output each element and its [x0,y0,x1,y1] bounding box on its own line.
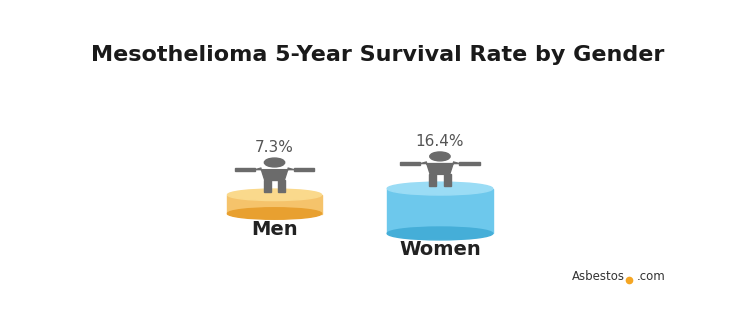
Circle shape [264,158,285,167]
Bar [387,189,492,234]
Bar [278,180,286,192]
Bar [235,168,255,171]
Text: Mesothelioma 5-Year Survival Rate by Gender: Mesothelioma 5-Year Survival Rate by Gen… [91,45,664,65]
Circle shape [430,152,450,161]
Ellipse shape [227,208,322,219]
Ellipse shape [227,189,322,201]
Text: Asbestos: Asbestos [573,270,626,283]
Ellipse shape [387,227,492,240]
Text: Men: Men [251,220,298,239]
Bar [294,168,314,171]
Bar [444,174,450,186]
Text: 7.3%: 7.3% [255,140,294,155]
Text: .com: .com [637,270,665,283]
Bar [429,174,436,186]
Ellipse shape [387,182,492,195]
Polygon shape [255,168,294,180]
Bar [459,162,480,165]
Bar [400,162,420,165]
Polygon shape [420,162,459,174]
Text: 16.4%: 16.4% [416,134,464,149]
Bar [263,180,271,192]
Text: Women: Women [399,240,481,259]
Bar [227,195,322,214]
